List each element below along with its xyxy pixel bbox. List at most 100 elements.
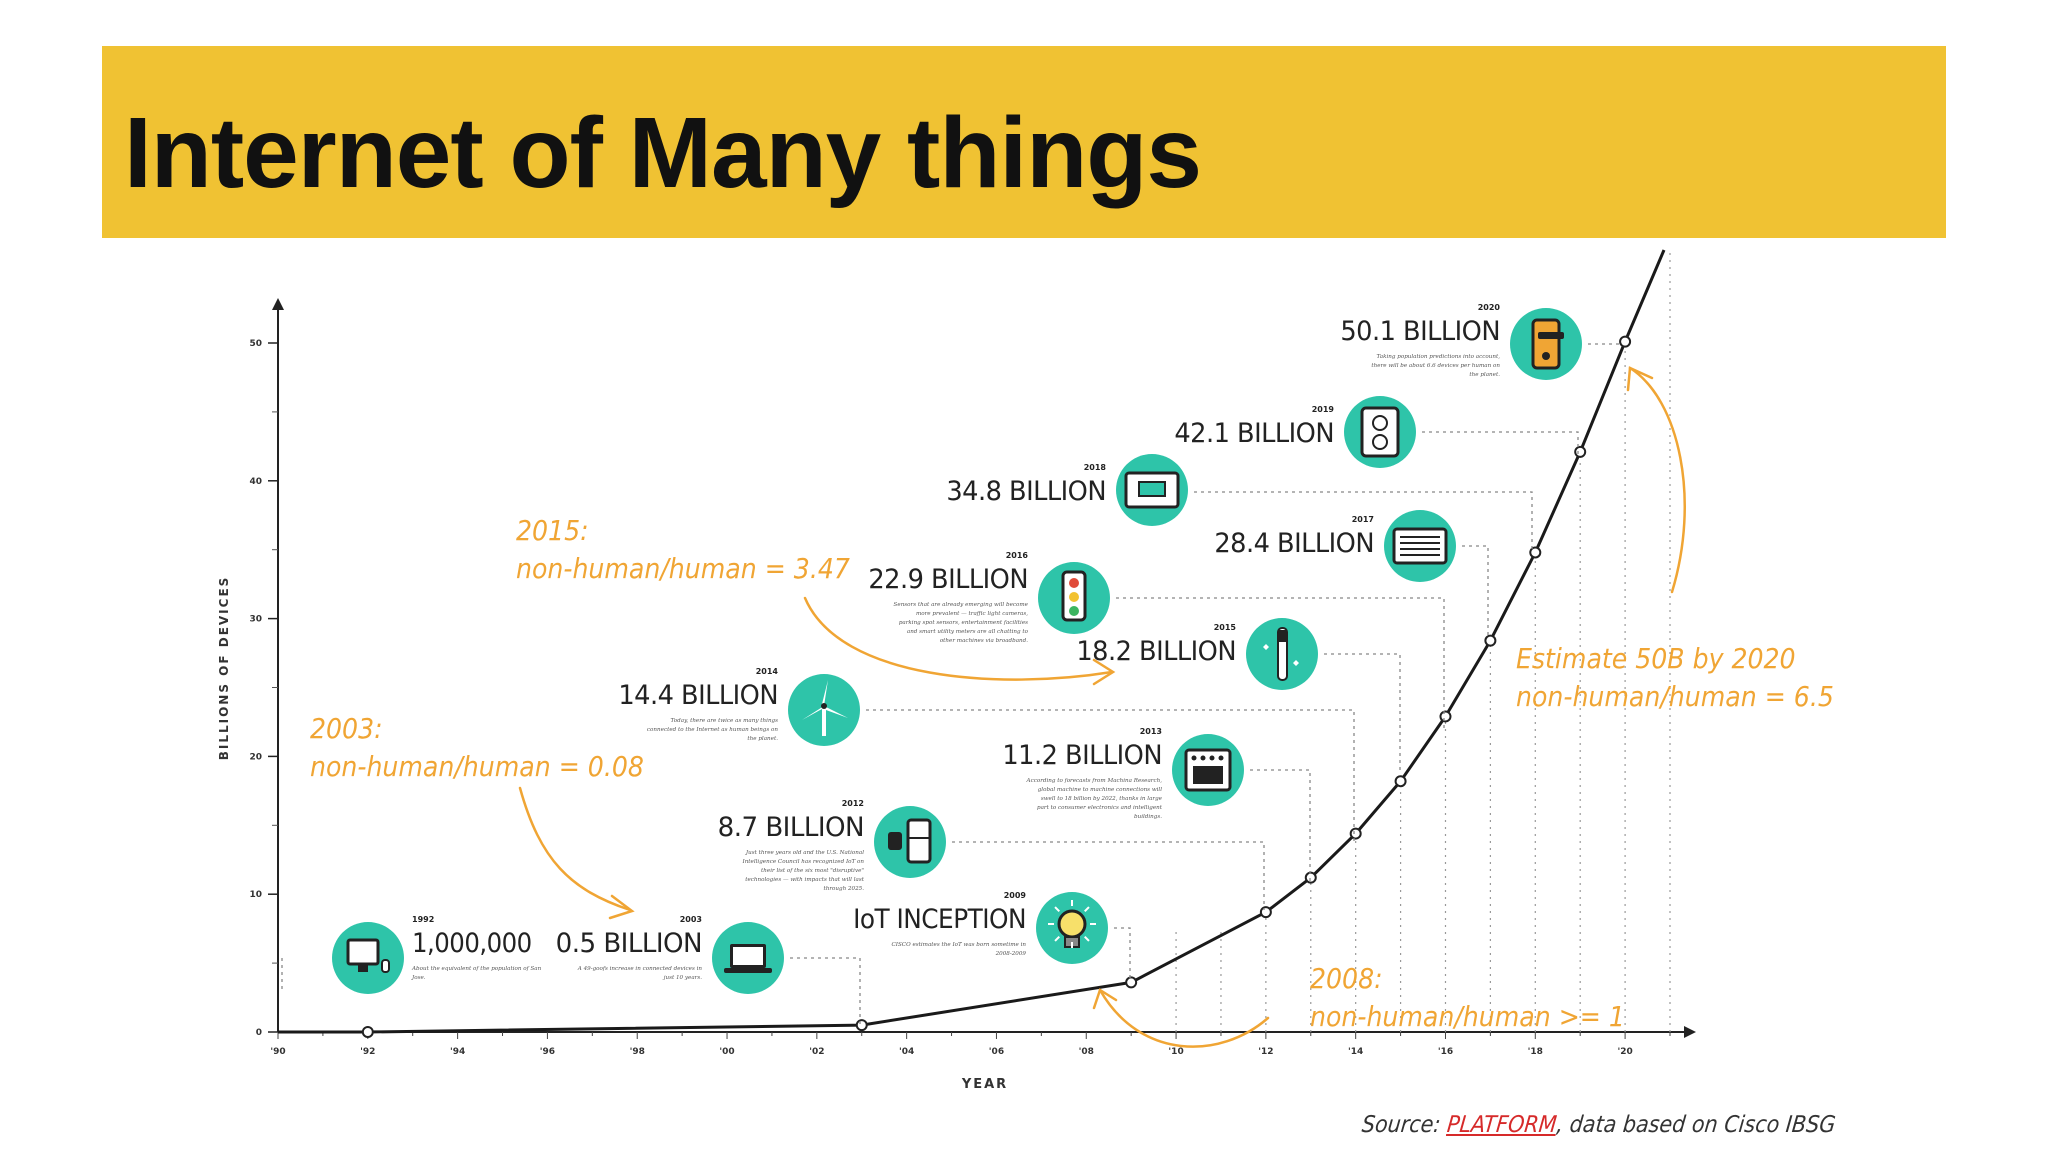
yellow — [1069, 592, 1079, 602]
leader-line — [866, 709, 1355, 842]
leader-line — [1324, 653, 1401, 772]
leader-line — [1114, 927, 1131, 978]
annotation: 2015: non-human/human = 3.47 — [516, 514, 1114, 681]
growth-line — [278, 249, 1666, 1034]
annotation-line1: Estimate 50B by 2020 — [1516, 642, 1796, 675]
monitor — [346, 938, 380, 966]
y-tick-label: 30 — [249, 615, 262, 625]
note-line: Taking population predictions into accou… — [1376, 354, 1500, 360]
note-line: their list of the six most "disruptive" — [761, 868, 864, 874]
source-prefix: Source: — [1360, 1112, 1442, 1138]
drop-lines — [1175, 250, 1671, 1032]
leader-line — [1462, 545, 1489, 636]
watch-fridge-icon — [888, 818, 932, 864]
milestone-2020: 2020 50.1 BILLION Taking population predic… — [1340, 303, 1622, 380]
milestone-value: 34.8 BILLION — [946, 476, 1106, 507]
data-point — [1484, 634, 1497, 647]
milestone-year: 2009 — [1004, 891, 1027, 900]
note-line: connected to the Internet as human being… — [647, 727, 778, 733]
milestone-value: 22.9 BILLION — [868, 564, 1028, 595]
milestone-1992: 1992 1,000,000 About the equivalent of the… — [281, 915, 542, 994]
data-point — [1394, 775, 1407, 788]
x-tick-label: '98 — [630, 1047, 645, 1057]
x-tick-label: '20 — [1617, 1047, 1632, 1057]
data-point — [1259, 906, 1272, 919]
milestone-value: 11.2 BILLION — [1002, 740, 1162, 771]
milestone-2015: 2015 18.2 BILLION — [1076, 618, 1401, 772]
milestone-2018: 2018 34.8 BILLION — [946, 454, 1533, 552]
arrowhead — [1092, 988, 1118, 1010]
milestone-value: 0.5 BILLION — [556, 928, 702, 959]
y-tick-label: 50 — [249, 339, 262, 349]
milestone-value: IoT INCEPTION — [853, 904, 1026, 935]
x-axis-arrow — [1684, 1026, 1696, 1038]
milestone-note: Taking population predictions into accou… — [1371, 354, 1500, 378]
annotation-line1: 2003: — [310, 712, 383, 745]
y-axis-arrow — [272, 298, 284, 310]
annotation: 2008: non-human/human >= 1 — [1098, 962, 1625, 1048]
base — [724, 968, 772, 973]
milestone-year: 2017 — [1352, 515, 1374, 524]
milestone-value: 50.1 BILLION — [1340, 316, 1500, 347]
milestone-2009: 2009 IoT INCEPTION CISCO estimates the IoT… — [853, 891, 1131, 978]
note-line: and smart utility meters are all chattin… — [907, 629, 1029, 635]
annotation-arrow — [803, 596, 1114, 681]
milestone-2003: 2003 0.5 BILLION A 49-goofs increase in co… — [556, 915, 861, 1026]
display — [733, 947, 763, 965]
y-tick-label: 20 — [249, 752, 262, 762]
note-line: CISCO estimates the IoT was born sometim… — [891, 942, 1026, 948]
milestone-2019: 2019 42.1 BILLION — [1174, 396, 1579, 468]
milestone-2017: 2017 28.4 BILLION — [1214, 510, 1489, 636]
note-line: technologies — with impacts that will la… — [745, 877, 865, 883]
milestone-value: 18.2 BILLION — [1076, 636, 1236, 667]
y-axis-title: BILLIONS OF DEVICES — [217, 576, 231, 761]
unit — [1392, 527, 1448, 565]
hub — [821, 703, 827, 709]
note-line: just 10 years. — [662, 975, 702, 981]
annotation-line1: 2008: — [1310, 962, 1383, 995]
watch — [888, 832, 902, 850]
note-line: Sensors that are already emerging will b… — [894, 602, 1029, 608]
x-tick-label: '02 — [809, 1047, 824, 1057]
arrowhead — [1092, 658, 1116, 686]
x-tick-label: '12 — [1258, 1047, 1273, 1057]
knob — [1191, 755, 1197, 761]
plate — [1360, 406, 1400, 458]
data-point — [1439, 710, 1452, 723]
milestone-value: 14.4 BILLION — [618, 680, 778, 711]
note-line: other machines via broadband. — [940, 638, 1028, 644]
x-tick-label: '18 — [1528, 1047, 1543, 1057]
leader-line — [1194, 491, 1533, 552]
data-point — [1619, 335, 1632, 348]
knob — [1200, 755, 1206, 761]
note-line: there will be about 6.6 devices per huma… — [1371, 363, 1500, 369]
milestone-year: 1992 — [412, 915, 434, 924]
note-line: Just three years old and the U.S. Nation… — [745, 850, 864, 856]
x-tick-label: '04 — [899, 1047, 914, 1057]
milestone-note: About the equivalent of the population o… — [411, 966, 542, 981]
bulb — [1057, 909, 1087, 939]
note-line: A 49-goofs increase in connected devices… — [577, 966, 703, 972]
source-link[interactable]: PLATFORM — [1445, 1112, 1558, 1138]
data-point — [1349, 827, 1362, 840]
annotation-arrowheads — [608, 366, 1654, 1010]
note-line: through 2025. — [824, 886, 865, 892]
arrowhead — [608, 894, 635, 920]
milestone-year: 2013 — [1140, 727, 1162, 736]
bristles — [1279, 630, 1286, 642]
stand — [358, 964, 368, 972]
note-line: part to consumer electronics and intelli… — [1037, 805, 1163, 811]
milestone-year: 2016 — [1006, 551, 1029, 560]
x-tick-label: '10 — [1168, 1047, 1183, 1057]
note-line: global machine to machine connections wi… — [1038, 787, 1162, 793]
keyhole — [1542, 352, 1550, 360]
data-point — [1304, 871, 1317, 884]
annotation: Estimate 50B by 2020 non-human/human = 6.… — [1516, 366, 1834, 713]
page-title: Internet of Many things — [124, 97, 1202, 209]
traffic-light-icon — [1061, 570, 1087, 622]
green — [1069, 606, 1079, 616]
socket-bottom — [1372, 434, 1388, 450]
ray — [1054, 906, 1060, 912]
milestone-note: Sensors that are already emerging will b… — [894, 602, 1029, 644]
milestone-2014: 2014 14.4 BILLION Today, there are twice a… — [618, 667, 1355, 842]
